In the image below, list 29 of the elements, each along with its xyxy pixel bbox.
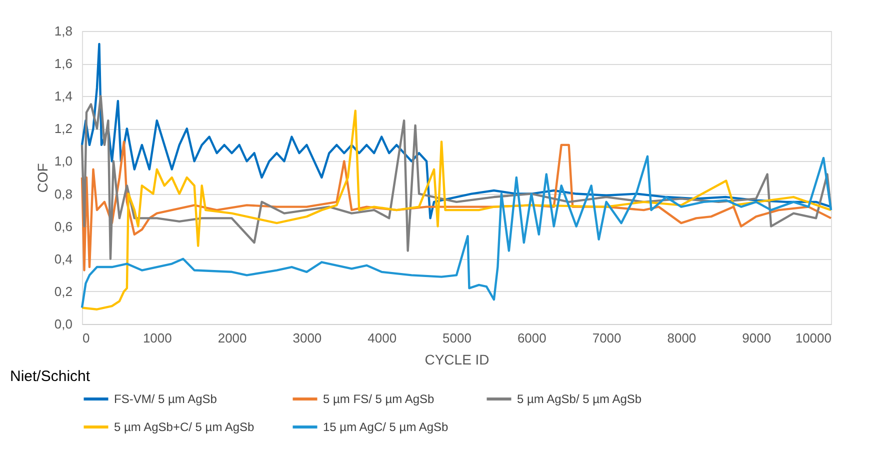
x-tick-label: 8000 bbox=[667, 330, 696, 346]
x-tick-label: 1000 bbox=[142, 330, 172, 346]
y-tick-label: 1,0 bbox=[54, 154, 72, 169]
y-tick-label: 1,6 bbox=[54, 56, 72, 72]
text: Niet/Schicht bbox=[10, 368, 91, 385]
y-tick-label: 1,2 bbox=[54, 121, 72, 136]
y-tick-label: 0,0 bbox=[54, 316, 72, 332]
legend-label: 15 µm AgC/ 5 µm AgSb bbox=[323, 420, 449, 434]
y-axis-title: COF bbox=[34, 163, 50, 193]
legend-label: 5 µm AgSb+C/ 5 µm AgSb bbox=[114, 420, 255, 434]
y-tick-label: 0,8 bbox=[54, 186, 72, 202]
x-tick-label: 2000 bbox=[218, 330, 247, 346]
x-tick-label: 9000 bbox=[742, 330, 772, 346]
x-tick-label: 0 bbox=[82, 330, 90, 346]
y-tick-label: 1,4 bbox=[54, 88, 72, 104]
y-tick-label: 0,4 bbox=[54, 251, 72, 266]
x-tick-label: 5000 bbox=[442, 330, 472, 346]
x-tick-label: 4000 bbox=[368, 330, 397, 346]
y-tick-label: 1,8 bbox=[54, 24, 72, 38]
x-tick-label: 10000 bbox=[795, 330, 832, 346]
legend-label: FS-VM/ 5 µm AgSb bbox=[114, 392, 218, 406]
x-tick-label: 3000 bbox=[292, 330, 322, 346]
y-tick-label: 0,6 bbox=[54, 218, 72, 234]
legend-label: 5 µm FS/ 5 µm AgSb bbox=[323, 392, 435, 406]
x-tick-label: 7000 bbox=[592, 330, 622, 346]
y-tick-label: 0,2 bbox=[54, 284, 72, 299]
x-tick-label: 6000 bbox=[517, 330, 546, 346]
legend-label: 5 µm AgSb/ 5 µm AgSb bbox=[517, 392, 642, 406]
x-axis-title: CYCLE ID bbox=[424, 352, 490, 368]
